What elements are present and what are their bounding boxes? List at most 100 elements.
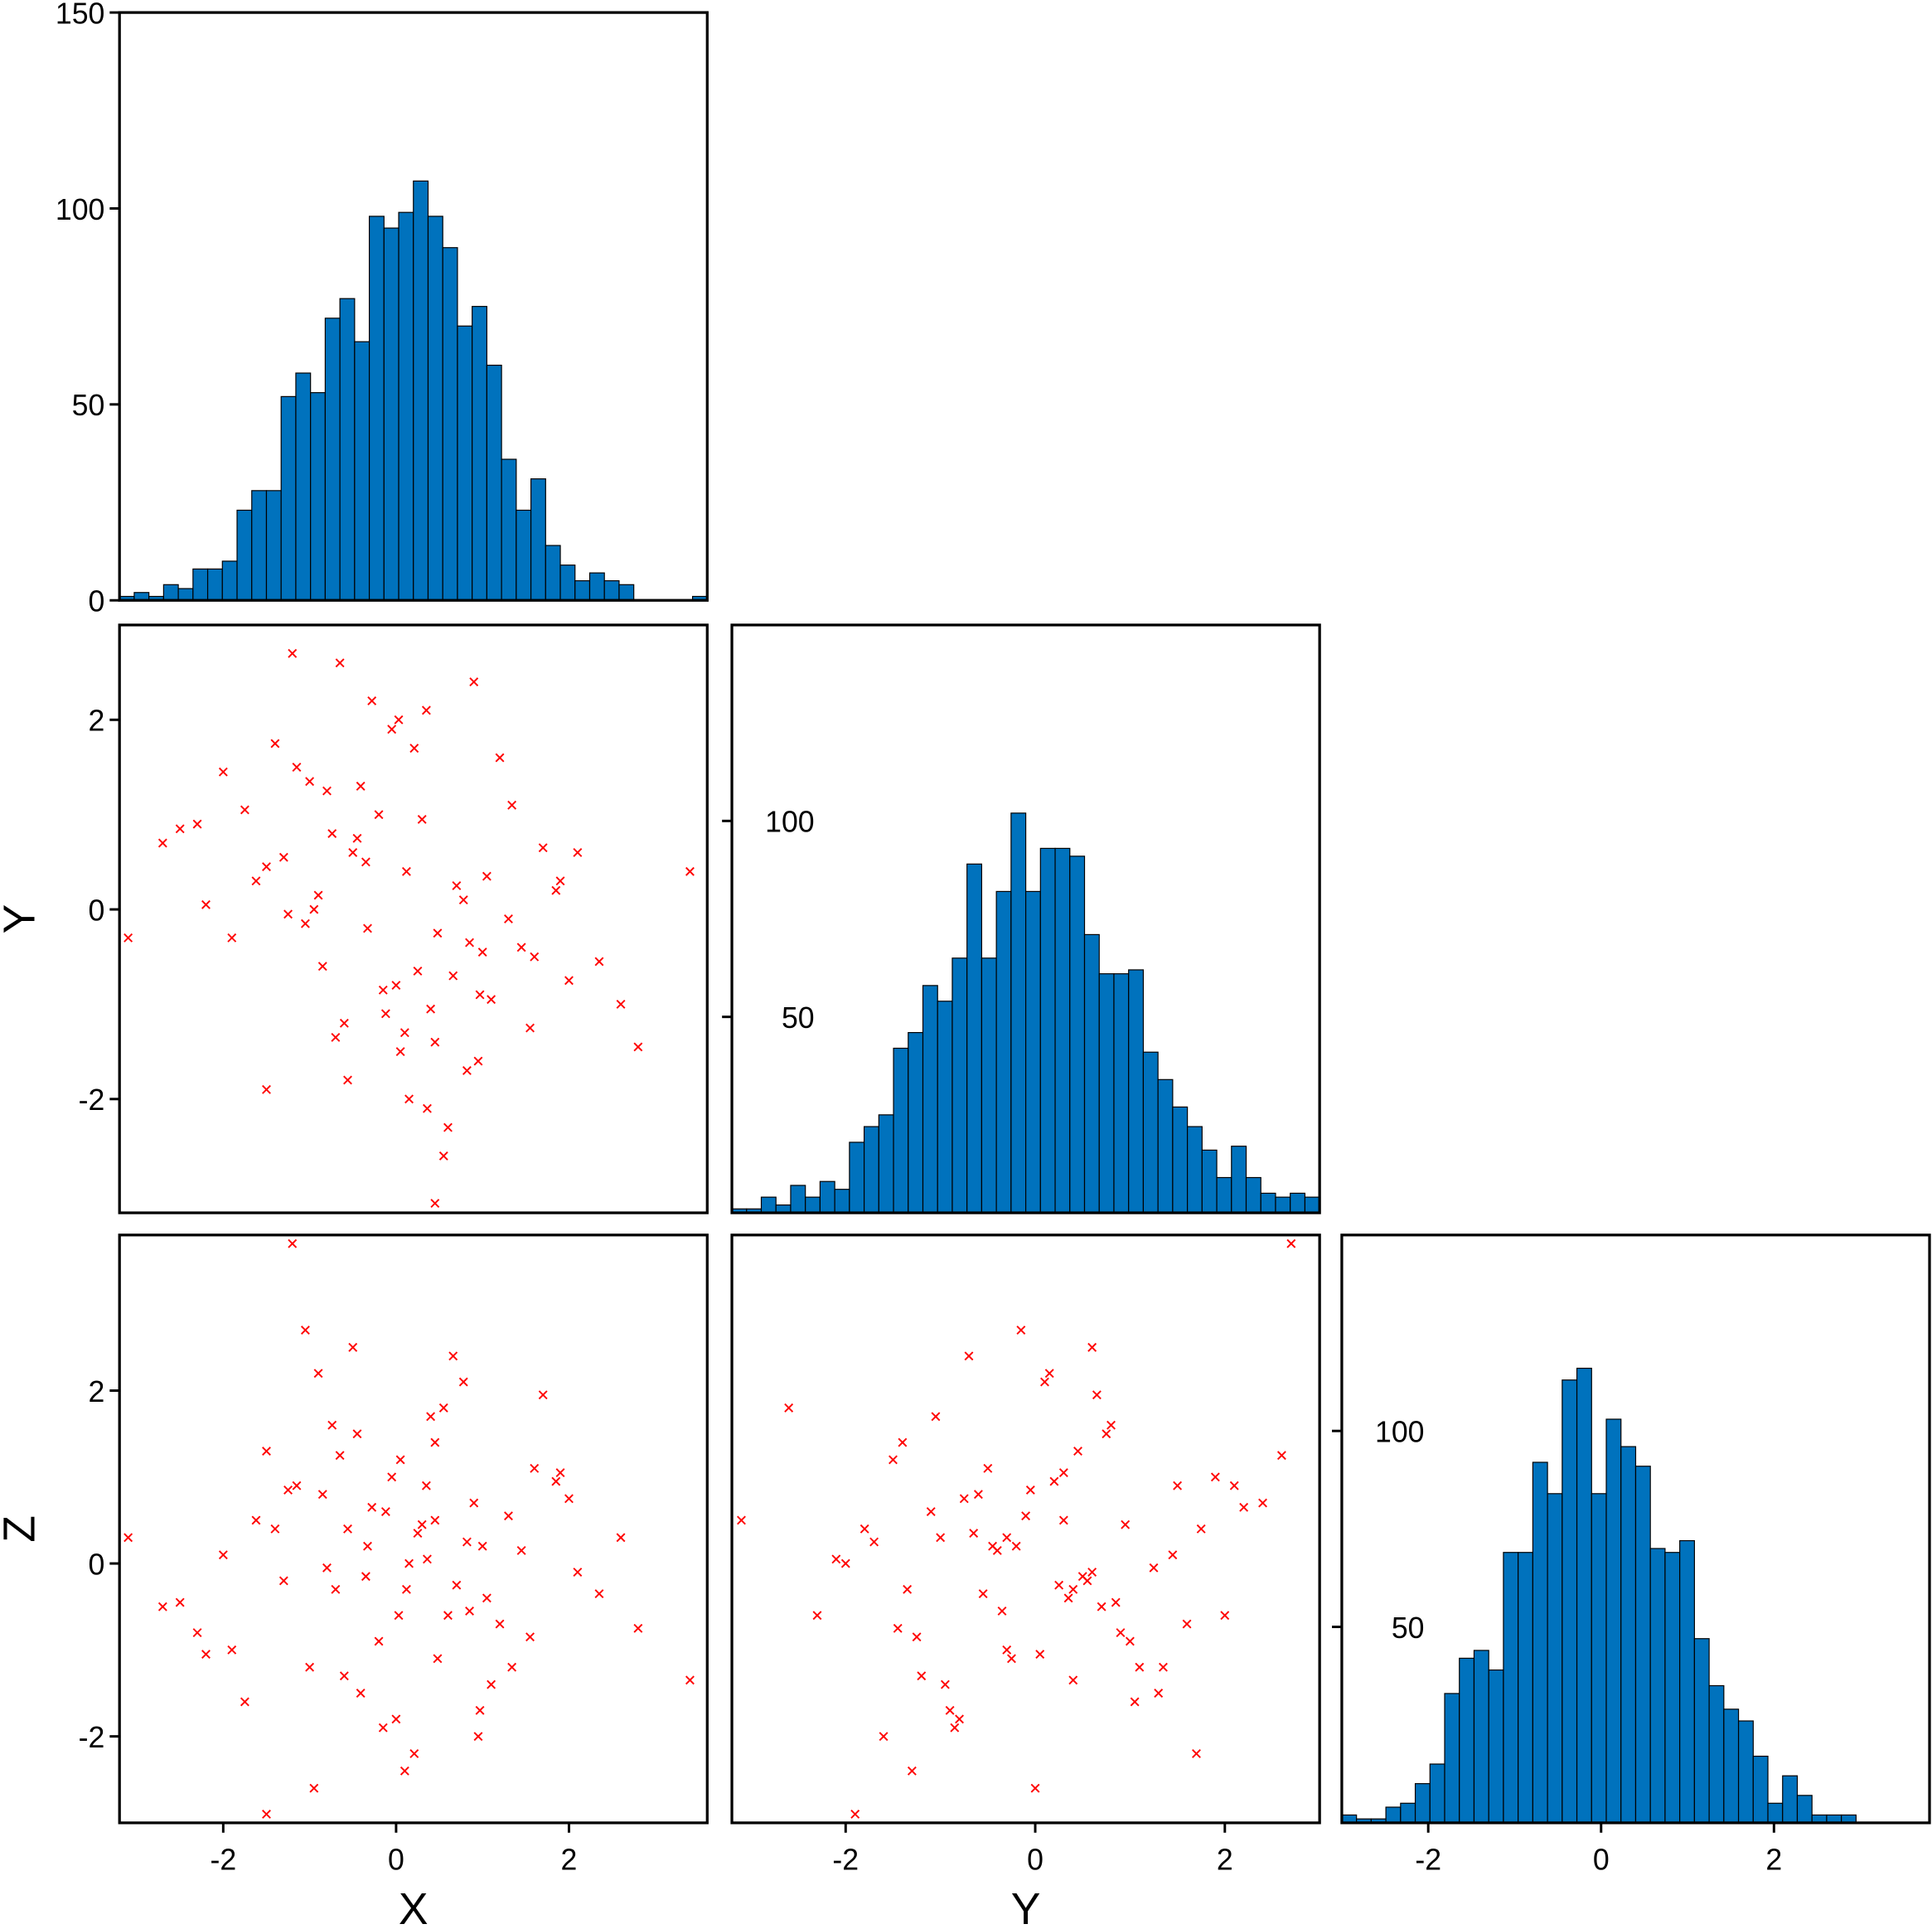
histogram-bar xyxy=(1187,1126,1203,1214)
scatter-point xyxy=(433,1654,443,1664)
scatter-point xyxy=(292,763,302,772)
histogram-bar xyxy=(1634,1466,1651,1824)
scatter-point xyxy=(475,1705,485,1715)
scatter-point xyxy=(288,1238,298,1248)
scatter-point xyxy=(361,857,370,867)
histogram-bar xyxy=(1400,1802,1416,1824)
histogram-bar xyxy=(878,1114,894,1214)
x-tick-label: 0 xyxy=(1593,1843,1610,1876)
scatter-point xyxy=(240,1697,249,1707)
scatter-point xyxy=(331,1033,341,1042)
histogram-bar xyxy=(1216,1176,1232,1214)
scatter-point xyxy=(227,1645,237,1655)
y-tick-label: 100 xyxy=(1375,1416,1425,1449)
scatter-point xyxy=(859,1524,869,1534)
panel-frame xyxy=(1340,1233,1931,1825)
histogram-bar xyxy=(162,584,179,601)
scatter-point xyxy=(1111,1597,1121,1607)
scatter-point xyxy=(1077,1572,1087,1582)
scatter-point xyxy=(448,971,458,981)
scatter-point xyxy=(1016,1326,1026,1335)
scatter-point xyxy=(348,847,358,857)
histogram-bar xyxy=(1444,1693,1460,1824)
scatter-point xyxy=(633,1623,643,1633)
histogram-bar xyxy=(849,1141,865,1214)
scatter-point xyxy=(201,1650,211,1660)
histogram-bar xyxy=(1591,1493,1607,1824)
histogram-bar xyxy=(1304,1196,1320,1214)
histogram-bar xyxy=(472,306,487,601)
histogram-bar xyxy=(1290,1192,1306,1214)
scatter-point xyxy=(251,1515,261,1525)
scatter-point xyxy=(367,1502,377,1512)
scatter-point xyxy=(430,1037,440,1047)
scatter-point xyxy=(452,1580,462,1590)
scatter-point xyxy=(409,744,419,754)
scatter-point xyxy=(443,1611,453,1621)
histogram-bar xyxy=(1025,890,1041,1214)
scatter-point xyxy=(482,1593,491,1603)
scatter-point xyxy=(1106,1420,1116,1430)
histogram-bar xyxy=(1532,1461,1548,1824)
scatter-point xyxy=(616,1533,626,1543)
scatter-point xyxy=(594,957,604,967)
histogram-bar xyxy=(1767,1802,1784,1824)
scatter-point xyxy=(292,1481,302,1490)
scatter-point xyxy=(421,705,431,715)
scatter-point xyxy=(374,810,384,820)
panel-frame xyxy=(118,623,709,1214)
y-axis-label: Z xyxy=(0,1515,45,1543)
scatter-point xyxy=(262,1447,271,1456)
scatter-point xyxy=(175,1597,185,1607)
scatter-point xyxy=(959,1494,969,1504)
histogram-bar xyxy=(1231,1146,1247,1214)
histogram-bar xyxy=(760,1196,777,1214)
scatter-point xyxy=(482,871,491,881)
y-tick-label: 50 xyxy=(782,1001,815,1035)
histogram-bar xyxy=(1796,1795,1813,1824)
scatter-point xyxy=(516,943,526,952)
scatter-point xyxy=(317,1490,327,1500)
histogram-bar xyxy=(1142,1051,1159,1214)
scatter-point xyxy=(448,1351,458,1361)
histogram-bar xyxy=(1039,847,1056,1214)
histogram-bar xyxy=(790,1185,806,1214)
scatter-point xyxy=(409,1749,419,1758)
histogram-bar xyxy=(1620,1446,1637,1824)
histogram-bar xyxy=(893,1047,909,1214)
scatter-point xyxy=(417,814,427,824)
scatter-point xyxy=(367,696,377,705)
scatter-point xyxy=(530,1463,540,1473)
scatter-point xyxy=(262,862,271,872)
scatter-point xyxy=(1058,1468,1068,1478)
y-tick-label: 2 xyxy=(89,1375,105,1408)
scatter-point xyxy=(387,725,397,734)
scatter-point xyxy=(555,1468,565,1478)
scatter-point xyxy=(1149,1563,1159,1573)
scatter-point xyxy=(516,1546,526,1555)
histogram-bar xyxy=(398,211,414,601)
x-tick-label: 0 xyxy=(388,1843,404,1876)
histogram-bar xyxy=(1708,1684,1725,1824)
histogram-bar xyxy=(1083,933,1100,1214)
histogram-bar xyxy=(1010,812,1027,1214)
histogram-bar xyxy=(1245,1176,1261,1214)
histogram-bar xyxy=(324,317,341,601)
scatter-point xyxy=(1192,1749,1201,1758)
scatter-point xyxy=(869,1537,879,1547)
scatter-point xyxy=(339,1671,349,1681)
scatter-point xyxy=(1154,1689,1164,1698)
scatter-point xyxy=(495,1619,505,1629)
histogram-bar xyxy=(265,490,282,601)
scatter-point xyxy=(123,1533,133,1543)
scatter-point xyxy=(305,777,315,787)
scatter-point xyxy=(507,1662,517,1672)
histogram-bar xyxy=(908,1031,924,1214)
scatter-point xyxy=(192,1628,202,1637)
scatter-point xyxy=(430,1437,440,1447)
histogram-bar xyxy=(413,180,429,601)
scatter-point xyxy=(973,1490,983,1500)
scatter-point xyxy=(363,1541,372,1551)
scatter-point xyxy=(840,1558,850,1568)
scatter-point xyxy=(465,1606,474,1616)
